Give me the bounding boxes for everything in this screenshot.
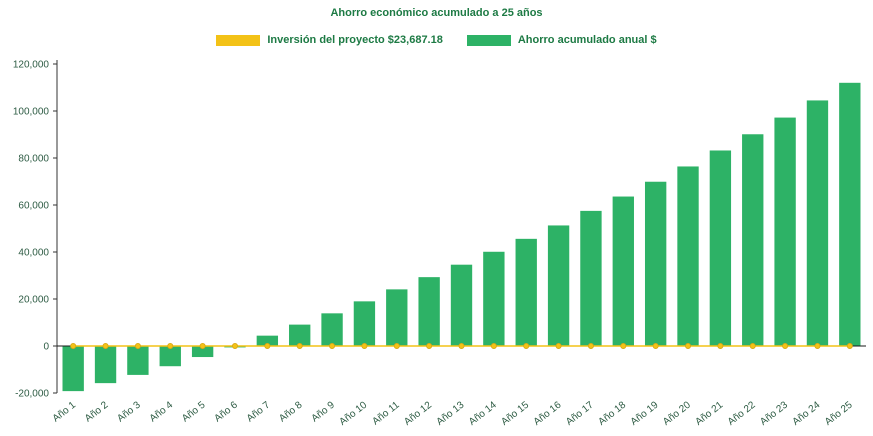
y-tick-label: 80,000 (18, 154, 49, 165)
x-tick-label: Año 25 (823, 399, 855, 427)
savings-bar (94, 346, 117, 384)
savings-bar (321, 313, 343, 346)
x-tick-label: Año 1 (51, 399, 79, 424)
savings-bar (612, 196, 634, 346)
investment-marker (70, 342, 77, 349)
savings-bar (580, 210, 602, 346)
savings-bar (450, 264, 473, 346)
x-tick-label: Año 22 (726, 399, 758, 427)
savings-bar (709, 150, 732, 346)
investment-marker (167, 342, 174, 349)
investment-marker (555, 342, 562, 349)
y-tick-label: 40,000 (18, 248, 49, 259)
x-tick-label: Año 6 (212, 399, 240, 424)
x-tick-label: Año 5 (180, 399, 208, 424)
x-tick-label: Año 11 (370, 399, 402, 427)
x-tick-label: Año 15 (499, 399, 531, 427)
x-tick-label: Año 23 (758, 399, 790, 427)
investment-marker (329, 342, 336, 349)
savings-bar (159, 346, 181, 367)
legend-item-investment: Inversión del proyecto $23,687.18 (216, 34, 443, 46)
savings-bar (386, 289, 408, 346)
y-tick-label: 60,000 (18, 201, 49, 212)
legend-label-savings: Ahorro acumulado anual $ (517, 34, 657, 46)
savings-swatch (466, 34, 511, 46)
x-tick-label: Año 7 (245, 399, 273, 424)
savings-bar (742, 134, 764, 346)
savings-bar (839, 82, 861, 347)
investment-marker (102, 342, 109, 349)
x-tick-label: Año 10 (338, 399, 370, 427)
y-tick-label: 0 (43, 342, 49, 353)
savings-bar (127, 346, 149, 375)
x-tick-label: Año 13 (435, 399, 467, 427)
y-tick-label: -20,000 (15, 389, 49, 400)
x-tick-label: Año 20 (661, 399, 693, 427)
investment-marker (620, 342, 627, 349)
savings-bar (353, 301, 376, 346)
savings-bar (62, 346, 84, 392)
savings-bar (547, 225, 570, 346)
investment-marker (717, 342, 724, 349)
investment-marker (490, 342, 497, 349)
x-tick-label: Año 8 (277, 399, 305, 424)
investment-marker (587, 342, 594, 349)
savings-bar (774, 117, 796, 346)
investment-marker (134, 342, 141, 349)
investment-marker (264, 342, 271, 349)
investment-marker (199, 342, 206, 349)
savings-bar (418, 277, 440, 346)
savings-bar (677, 166, 699, 346)
investment-marker (523, 342, 530, 349)
investment-marker (652, 342, 659, 349)
savings-bar (191, 346, 214, 358)
savings-bar (806, 100, 829, 346)
y-tick-label: 100,000 (13, 107, 50, 118)
x-tick-label: Año 21 (693, 399, 725, 427)
savings-bar (289, 324, 311, 346)
x-tick-label: Año 18 (596, 399, 628, 427)
investment-marker (426, 342, 433, 349)
y-tick-label: 20,000 (18, 295, 49, 306)
savings-bar (515, 238, 537, 346)
legend-label-investment: Inversión del proyecto $23,687.18 (267, 34, 443, 46)
investment-marker (685, 342, 692, 349)
legend-item-savings: Ahorro acumulado anual $ (466, 34, 657, 46)
x-tick-label: Año 12 (402, 399, 434, 427)
x-tick-label: Año 17 (564, 399, 596, 427)
x-tick-label: Año 9 (310, 399, 338, 424)
x-tick-label: Año 19 (629, 399, 661, 427)
y-tick-label: 120,000 (13, 60, 50, 71)
investment-marker (393, 342, 400, 349)
investment-marker (361, 342, 368, 349)
x-tick-label: Año 3 (115, 399, 143, 424)
x-tick-label: Año 4 (148, 399, 176, 424)
investment-marker (846, 342, 853, 349)
x-tick-label: Año 24 (791, 399, 823, 427)
investment-marker (814, 342, 821, 349)
x-tick-label: Año 16 (532, 399, 564, 427)
savings-bar (256, 335, 279, 346)
investment-marker (782, 342, 789, 349)
investment-swatch (216, 34, 261, 46)
savings-bar (644, 181, 667, 346)
x-tick-label: Año 14 (467, 399, 499, 427)
investment-marker (296, 342, 303, 349)
investment-marker (458, 342, 465, 349)
chart-title: Ahorro económico acumulado a 25 años (330, 7, 543, 19)
x-tick-label: Año 2 (83, 399, 111, 424)
savings-bar (483, 251, 505, 346)
investment-marker (749, 342, 756, 349)
investment-marker (231, 342, 238, 349)
chart-legend: Inversión del proyecto $23,687.18 Ahorro… (0, 34, 873, 46)
